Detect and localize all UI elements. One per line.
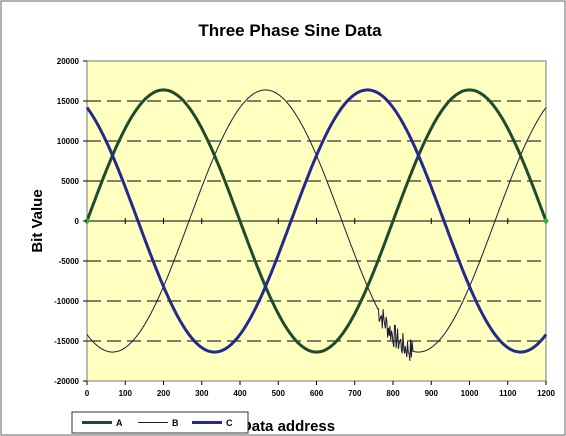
y-tick-label: 20000 — [57, 57, 80, 66]
legend-label-a: A — [116, 418, 123, 428]
chart-title: Three Phase Sine Data — [198, 21, 382, 40]
x-tick-label: 100 — [119, 389, 133, 398]
y-tick-label: 5000 — [61, 177, 79, 186]
x-tick-label: 800 — [386, 389, 400, 398]
legend: A B C — [71, 411, 249, 434]
x-tick-label: 1100 — [499, 389, 517, 398]
legend-label-c: C — [226, 418, 233, 428]
x-tick-label: 1000 — [461, 389, 479, 398]
y-tick-label: -15000 — [54, 337, 79, 346]
y-tick-label: 15000 — [57, 97, 80, 106]
series-layer — [84, 88, 549, 361]
y-tick-label: -10000 — [54, 297, 79, 306]
series-line-a — [85, 88, 548, 354]
y-tick-label: 0 — [75, 217, 80, 226]
y-tick-label: -5000 — [59, 257, 80, 266]
x-axis-label: Data address — [241, 418, 335, 435]
y-axis-ticks: 20000 15000 10000 5000 0 -5000 -10000 -15000 -20… — [54, 57, 87, 386]
gridlines — [87, 100, 546, 342]
x-tick-label: 500 — [272, 389, 286, 398]
x-tick-label: 700 — [348, 389, 362, 398]
y-tick-label: -20000 — [54, 377, 79, 386]
series-a-end-marker — [543, 218, 549, 224]
series-line-c — [85, 88, 548, 354]
x-tick-label: 400 — [233, 389, 247, 398]
x-tick-label: 200 — [157, 389, 171, 398]
y-tick-label: 10000 — [57, 137, 80, 146]
x-tick-label: 0 — [85, 389, 90, 398]
x-axis-ticks: 0 100 200 300 400 500 600 700 800 900 1000 1100 1200 — [85, 381, 555, 398]
x-tick-label: 900 — [425, 389, 439, 398]
x-tick-label: 1200 — [537, 389, 555, 398]
x-tick-label: 300 — [195, 389, 209, 398]
legend-label-b: B — [172, 418, 179, 428]
y-axis-label: Bit Value — [29, 189, 46, 252]
x-tick-label: 600 — [310, 389, 324, 398]
